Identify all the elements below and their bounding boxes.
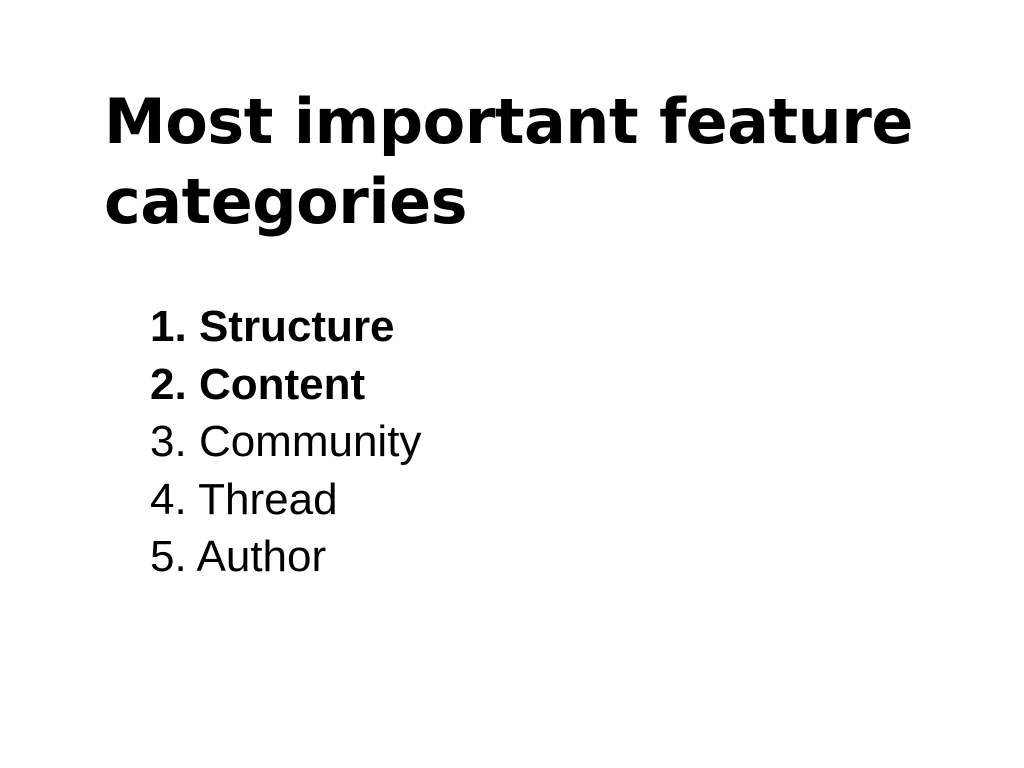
list-item-label: Community	[198, 417, 422, 466]
list-item-author: 5. Author	[150, 528, 421, 586]
list-item-label: Thread	[198, 474, 338, 524]
list-item-label: Structure	[198, 302, 395, 351]
list-item-number: 1.	[150, 302, 187, 351]
list-item-structure: 1. Structure	[150, 298, 421, 356]
list-item-number: 3.	[150, 417, 187, 466]
feature-category-list: 1. Structure 2. Content 3. Community 4. …	[150, 298, 421, 586]
list-item-label: Author	[196, 532, 327, 581]
slide-title: Most important feature categories	[104, 85, 913, 238]
list-item-community: 3. Community	[150, 413, 421, 471]
list-item-label: Content	[198, 359, 366, 409]
list-item-content: 2. Content	[150, 356, 421, 414]
list-item-number: 4.	[150, 474, 187, 524]
list-item-thread: 4. Thread	[150, 471, 421, 529]
list-item-number: 5.	[150, 532, 187, 581]
list-item-number: 2.	[150, 359, 187, 409]
